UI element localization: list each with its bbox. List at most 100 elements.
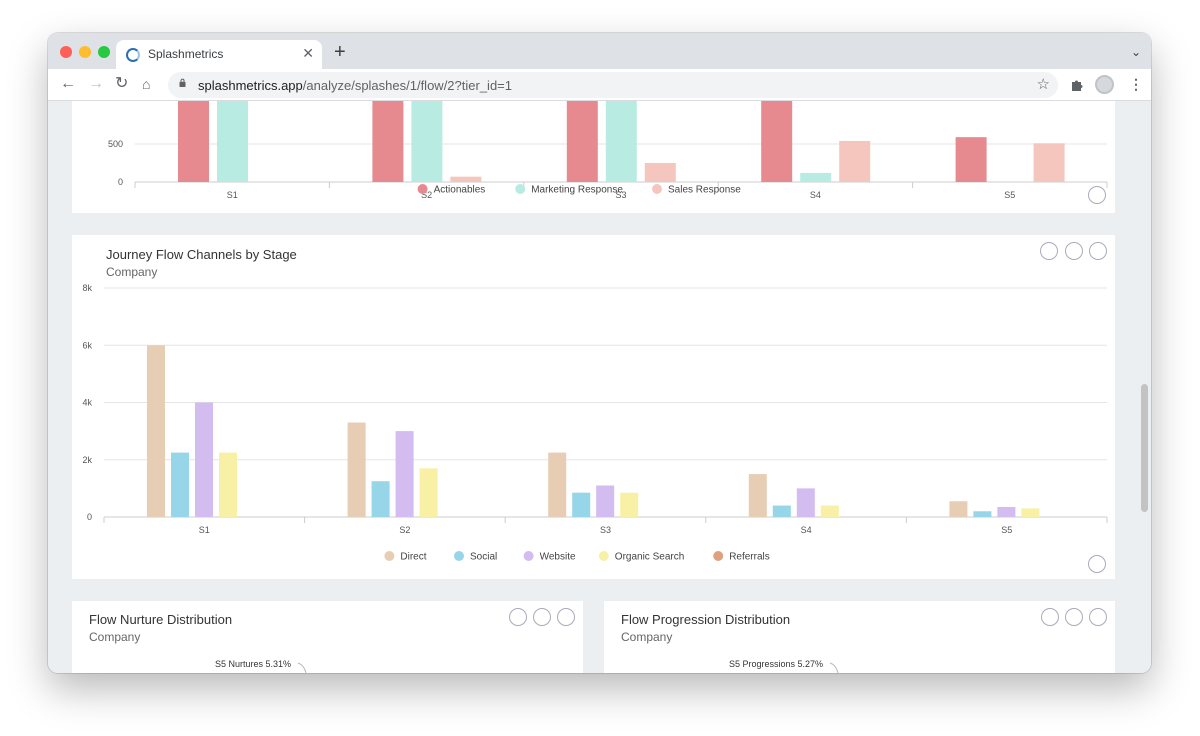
bar-marketing-response-s1 (217, 101, 248, 182)
bar-marketing-response-s2 (411, 101, 443, 182)
x-tick-label: S4 (801, 525, 812, 535)
bar-sales-response-s4 (839, 140, 871, 182)
tab-close-icon[interactable]: ✕ (302, 45, 314, 61)
chart-title: Journey Flow Channels by Stage (106, 247, 297, 262)
maximize-window-button[interactable] (98, 46, 110, 58)
stage-response-bar-chart: 0 500 S1 S2 S3 S4 S5 Actionables Marketing Respo… (108, 101, 1108, 200)
legend-swatch-website (523, 551, 534, 561)
chart-type-icon[interactable] (1088, 186, 1106, 204)
share-icon[interactable] (1089, 608, 1107, 626)
bar-organic-search-s3 (620, 492, 639, 517)
legend-swatch-direct (384, 551, 395, 561)
bar-sales-response-s3 (644, 163, 676, 182)
info-icon[interactable] (1040, 242, 1058, 260)
legend-item-sales-response: Sales Response (668, 185, 741, 196)
legend-swatch-organic-search (598, 551, 609, 561)
browser-menu-kebab-icon[interactable]: ⋮ (1129, 76, 1143, 92)
bar-direct-s1 (147, 345, 165, 517)
journey-flow-channels-card: Journey Flow Channels by Stage Company 0… (72, 235, 1115, 579)
bar-organic-search-s4 (820, 505, 839, 517)
stage-response-chart-card: 0 500 S1 S2 S3 S4 S5 Actionables Marketing Respo… (72, 101, 1115, 213)
splashmetrics-favicon-icon (126, 48, 140, 62)
share-icon[interactable] (1089, 242, 1107, 260)
bar-direct-s5 (949, 501, 968, 517)
y-tick-label: 0 (118, 177, 123, 187)
url-host: splashmetrics.app (198, 78, 303, 93)
pie-leader-line (297, 662, 307, 673)
bar-actionables-s2 (372, 101, 404, 182)
bar-social-s5 (973, 511, 992, 517)
expand-icon[interactable] (533, 608, 551, 626)
legend-swatch-social (454, 551, 464, 561)
tab-splashmetrics[interactable]: Splashmetrics ✕ (116, 40, 322, 69)
page-scrollbar[interactable] (1141, 384, 1148, 512)
tab-search-chevron-down-icon[interactable]: ⌄ (1130, 45, 1141, 59)
bar-marketing-response-s4 (800, 172, 832, 182)
bar-sales-response-s5 (1033, 143, 1065, 182)
profile-avatar[interactable] (1095, 75, 1114, 94)
reload-icon[interactable]: ↻ (115, 75, 129, 92)
progression-card-title: Flow Progression Distribution (621, 612, 791, 627)
bar-actionables-s1 (178, 101, 209, 182)
x-tick-label: S5 (1001, 525, 1012, 535)
browser-toolbar: ← → ↻ ⌂ splashmetrics.app/analyze/splash… (48, 69, 1151, 101)
flow-nurture-distribution-card: Flow Nurture Distribution Company S5 Nur… (72, 601, 583, 673)
legend-swatch-sales-response (652, 184, 662, 194)
legend-item-actionables: Actionables (434, 185, 486, 196)
chart-type-icon[interactable] (1088, 555, 1106, 573)
legend-item-website: Website (540, 552, 576, 563)
bar-organic-search-s5 (1021, 508, 1040, 517)
flow-progression-distribution-card: Flow Progression Distribution Company S5… (604, 601, 1115, 673)
close-window-button[interactable] (60, 46, 72, 58)
y-tick-label: 6k (82, 340, 92, 350)
y-tick-label: 8k (82, 283, 92, 293)
x-tick-label: S3 (600, 525, 611, 535)
bar-direct-s2 (347, 422, 366, 517)
bar-marketing-response-s3 (605, 101, 637, 182)
info-icon[interactable] (1041, 608, 1059, 626)
home-icon[interactable]: ⌂ (142, 76, 151, 92)
share-icon[interactable] (557, 608, 575, 626)
y-tick-label: 500 (108, 139, 123, 149)
page-content: 0 500 S1 S2 S3 S4 S5 Actionables Marketing Respo… (48, 101, 1151, 673)
x-tick-label: S4 (810, 190, 821, 200)
extensions-puzzle-icon[interactable] (1070, 78, 1084, 92)
x-tick-label: S3 (615, 190, 626, 200)
legend-item-direct: Direct (400, 552, 426, 563)
x-tick-label: S1 (227, 190, 238, 200)
url-path: /analyze/splashes/1/flow/2?tier_id=1 (302, 78, 512, 93)
x-tick-label: S2 (399, 525, 410, 535)
address-bar[interactable]: splashmetrics.app/analyze/splashes/1/flo… (168, 72, 1058, 98)
y-tick-label: 4k (82, 398, 92, 408)
bar-website-s4 (796, 488, 815, 517)
legend-item-organic-search: Organic Search (615, 552, 684, 563)
bar-social-s3 (572, 492, 591, 517)
bar-direct-s4 (748, 474, 767, 517)
new-tab-plus-icon[interactable]: + (334, 41, 346, 63)
bar-social-s2 (371, 481, 390, 517)
legend-item-social: Social (470, 552, 497, 563)
expand-icon[interactable] (1065, 608, 1083, 626)
bookmark-star-icon[interactable]: ☆ (1036, 76, 1050, 93)
lock-icon (179, 78, 186, 87)
back-arrow-icon[interactable]: ← (60, 75, 76, 92)
progression-slice-label: S5 Progressions 5.27% (729, 659, 824, 669)
url-text: splashmetrics.app/analyze/splashes/1/flo… (198, 78, 512, 93)
bar-actionables-s4 (761, 101, 793, 182)
bar-direct-s3 (548, 452, 567, 517)
tab-bar: Splashmetrics ✕ + ⌄ (48, 33, 1151, 69)
pie-leader-line (829, 662, 839, 673)
legend-item-referrals: Referrals (729, 552, 770, 563)
bar-website-s2 (395, 431, 414, 517)
bar-website-s1 (195, 402, 213, 517)
nurture-card-title: Flow Nurture Distribution (89, 612, 233, 627)
minimize-window-button[interactable] (79, 46, 91, 58)
nurture-card-subtitle: Company (89, 630, 141, 644)
x-tick-label: S5 (1004, 190, 1015, 200)
expand-icon[interactable] (1065, 242, 1083, 260)
chart-subtitle: Company (106, 265, 158, 279)
legend-item-marketing-response: Marketing Response (531, 185, 623, 196)
bar-actionables-s5 (955, 137, 987, 182)
forward-arrow-icon[interactable]: → (88, 75, 104, 92)
info-icon[interactable] (509, 608, 527, 626)
